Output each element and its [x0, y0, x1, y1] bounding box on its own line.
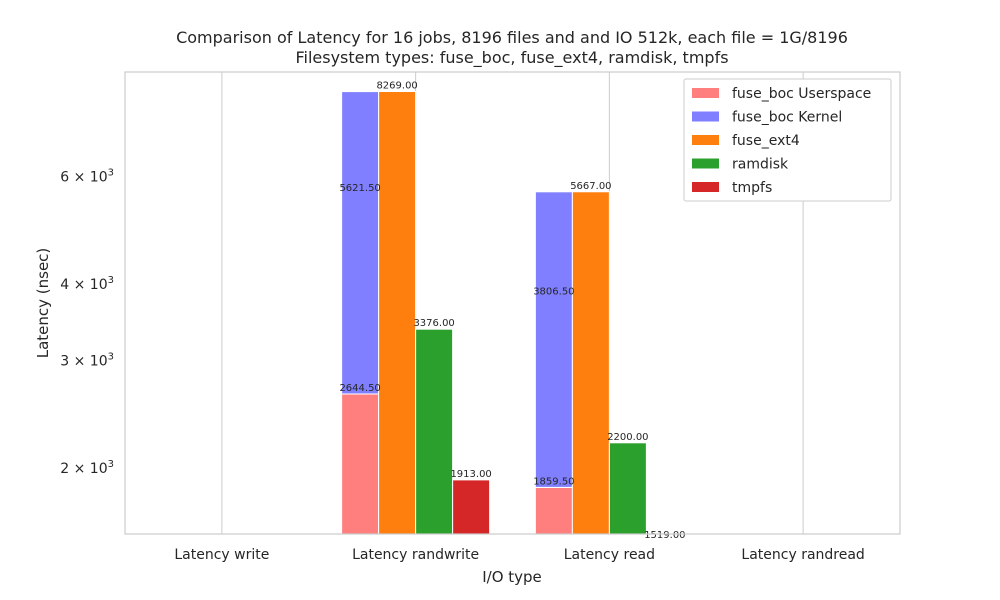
bars-layer [341, 91, 647, 535]
y-tick-label: 2 × 103 [60, 459, 114, 477]
data-label: 5667.00 [570, 181, 611, 192]
y-ticks: 2 × 103 3 × 103 4 × 103 6 × 103 [60, 168, 114, 477]
chart-subtitle: Filesystem types: fuse_boc, fuse_ext4, r… [295, 48, 728, 68]
y-tick-label: 4 × 103 [60, 275, 114, 293]
bar [534, 486, 573, 535]
x-ticks: Latency write Latency randwrite Latency re… [174, 547, 864, 563]
legend-label: fuse_boc Kernel [732, 110, 842, 126]
bar [341, 393, 380, 535]
legend-label: ramdisk [732, 157, 789, 173]
x-tick-label: Latency randwrite [352, 547, 479, 563]
data-label: 1913.00 [450, 469, 491, 480]
data-label: 1519.00 [644, 530, 685, 541]
bar [452, 479, 491, 535]
legend: fuse_boc Userspace fuse_boc Kernel fuse_ex… [683, 78, 892, 202]
bar [415, 328, 454, 535]
legend-swatch [692, 135, 719, 145]
legend-swatch [692, 88, 719, 98]
x-axis-label: I/O type [482, 568, 542, 586]
chart-title: Comparison of Latency for 16 jobs, 8196 … [176, 28, 848, 47]
x-tick-label: Latency randread [741, 547, 864, 563]
legend-swatch [692, 111, 719, 122]
x-tick-label: Latency write [174, 547, 269, 563]
legend-box [683, 78, 892, 202]
y-tick-label: 3 × 103 [60, 352, 114, 370]
y-axis-label: Latency (nsec) [34, 248, 52, 359]
data-label: 3806.50 [533, 286, 574, 297]
bar [341, 91, 380, 395]
bar [608, 442, 647, 535]
legend-label: fuse_ext4 [732, 133, 800, 149]
legend-swatch [692, 158, 719, 169]
data-label: 8269.00 [376, 81, 417, 92]
data-label: 2200.00 [607, 432, 648, 443]
x-tick-label: Latency read [564, 547, 655, 563]
bar [571, 191, 610, 535]
data-label: 3376.00 [413, 318, 454, 329]
legend-label: tmpfs [732, 180, 772, 196]
data-labels-layer: 2644.50 1859.50 5621.50 3806.50 8269.00 5667.… [339, 81, 685, 542]
data-label: 2644.50 [339, 383, 380, 394]
plot-frame [124, 71, 901, 535]
bar [534, 191, 573, 488]
bar [378, 91, 417, 535]
legend-label: fuse_boc Userspace [732, 86, 871, 102]
data-label: 5621.50 [339, 183, 380, 194]
data-label: 1859.50 [533, 476, 574, 487]
y-tick-label: 6 × 103 [60, 168, 114, 186]
legend-swatch [692, 182, 719, 192]
